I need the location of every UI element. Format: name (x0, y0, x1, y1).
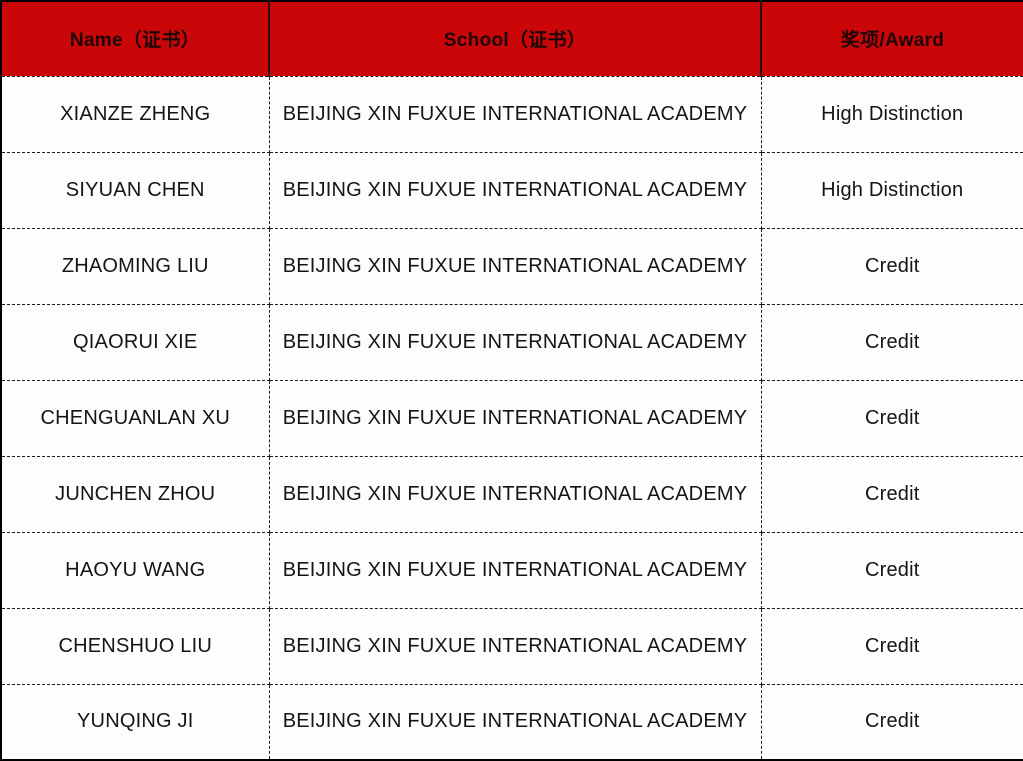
award-cell: Credit (760, 379, 1023, 457)
award-cell: High Distinction (760, 75, 1023, 153)
school-cell: BEIJING XIN FUXUE INTERNATIONAL ACADEMY (268, 379, 762, 457)
name-cell: ZHAOMING LIU (0, 227, 270, 305)
header-row: Name（证书） School（证书） 奖项/Award (1, 1, 1023, 77)
column-header-name: Name（证书） (1, 1, 269, 77)
award-cell: Credit (760, 227, 1023, 305)
name-cell: YUNQING JI (0, 683, 270, 761)
award-cell: Credit (760, 607, 1023, 685)
name-cell: CHENSHUO LIU (0, 607, 270, 685)
name-cell: JUNCHEN ZHOU (0, 455, 270, 533)
table-row: QIAORUI XIE BEIJING XIN FUXUE INTERNATIO… (0, 303, 1023, 381)
award-cell: Credit (760, 303, 1023, 381)
table-row: SIYUAN CHEN BEIJING XIN FUXUE INTERNATIO… (0, 151, 1023, 229)
award-cell: High Distinction (760, 151, 1023, 229)
name-cell: SIYUAN CHEN (0, 151, 270, 229)
school-cell: BEIJING XIN FUXUE INTERNATIONAL ACADEMY (268, 227, 762, 305)
school-cell: BEIJING XIN FUXUE INTERNATIONAL ACADEMY (268, 683, 762, 761)
name-cell: XIANZE ZHENG (0, 75, 270, 153)
school-cell: BEIJING XIN FUXUE INTERNATIONAL ACADEMY (268, 303, 762, 381)
school-cell: BEIJING XIN FUXUE INTERNATIONAL ACADEMY (268, 455, 762, 533)
table-row: XIANZE ZHENG BEIJING XIN FUXUE INTERNATI… (0, 75, 1023, 153)
table-header: Name（证书） School（证书） 奖项/Award (1, 1, 1023, 77)
name-cell: HAOYU WANG (0, 531, 270, 609)
table-row: YUNQING JI BEIJING XIN FUXUE INTERNATION… (0, 683, 1023, 761)
column-header-award: 奖项/Award (760, 1, 1023, 77)
column-header-school: School（证书） (268, 1, 761, 77)
table-row: JUNCHEN ZHOU BEIJING XIN FUXUE INTERNATI… (0, 455, 1023, 533)
school-cell: BEIJING XIN FUXUE INTERNATIONAL ACADEMY (268, 151, 762, 229)
table-row: CHENSHUO LIU BEIJING XIN FUXUE INTERNATI… (0, 607, 1023, 685)
school-cell: BEIJING XIN FUXUE INTERNATIONAL ACADEMY (268, 607, 762, 685)
name-cell: QIAORUI XIE (0, 303, 270, 381)
school-cell: BEIJING XIN FUXUE INTERNATIONAL ACADEMY (268, 531, 762, 609)
table-row: HAOYU WANG BEIJING XIN FUXUE INTERNATION… (0, 531, 1023, 609)
table-row: ZHAOMING LIU BEIJING XIN FUXUE INTERNATI… (0, 227, 1023, 305)
award-cell: Credit (760, 531, 1023, 609)
award-cell: Credit (760, 683, 1023, 761)
school-cell: BEIJING XIN FUXUE INTERNATIONAL ACADEMY (268, 75, 762, 153)
table-body: XIANZE ZHENG BEIJING XIN FUXUE INTERNATI… (0, 75, 1023, 761)
table-row: CHENGUANLAN XU BEIJING XIN FUXUE INTERNA… (0, 379, 1023, 457)
name-cell: CHENGUANLAN XU (0, 379, 270, 457)
award-cell: Credit (760, 455, 1023, 533)
